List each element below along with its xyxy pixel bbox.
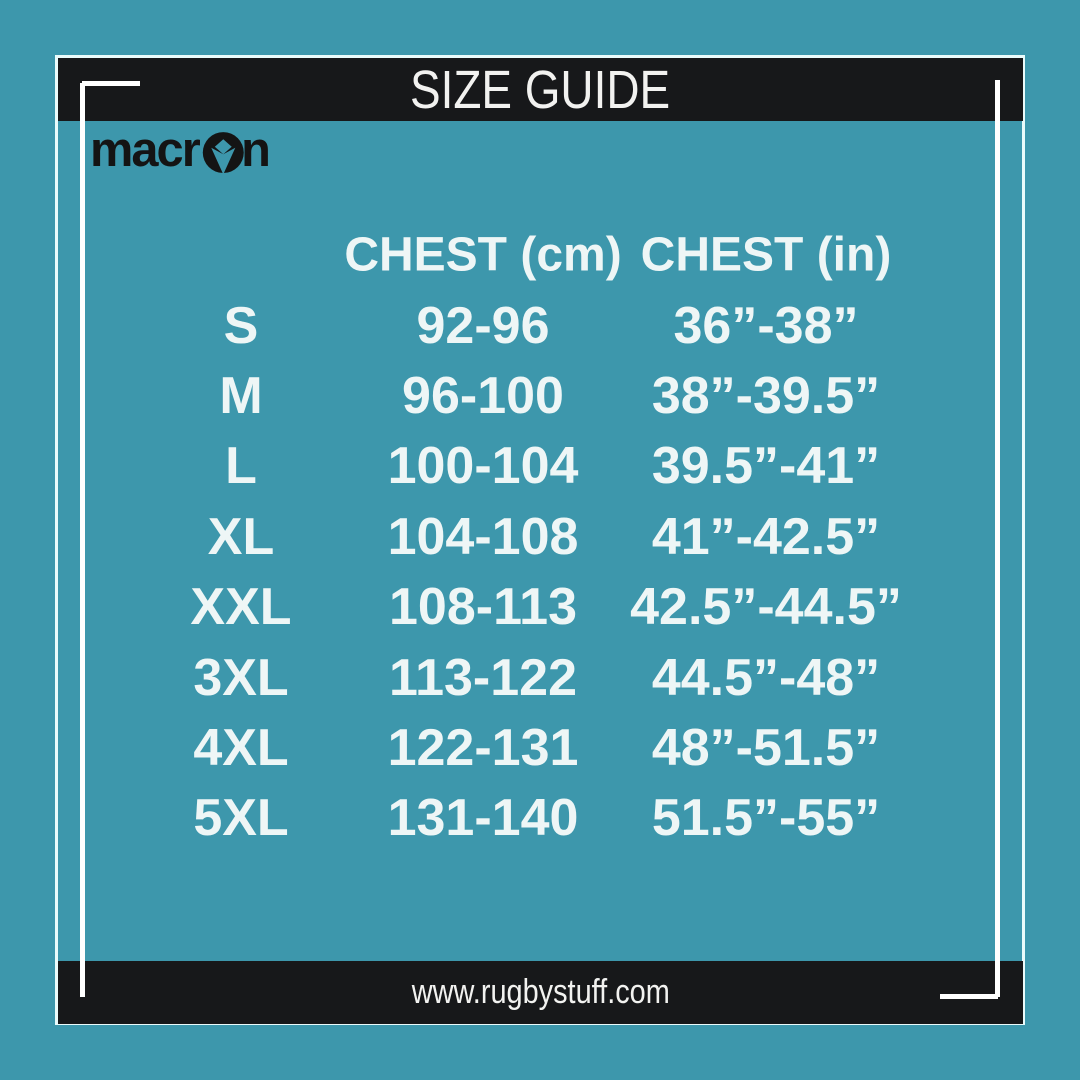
svg-text:n: n — [241, 123, 269, 177]
svg-text:macr: macr — [90, 123, 201, 177]
